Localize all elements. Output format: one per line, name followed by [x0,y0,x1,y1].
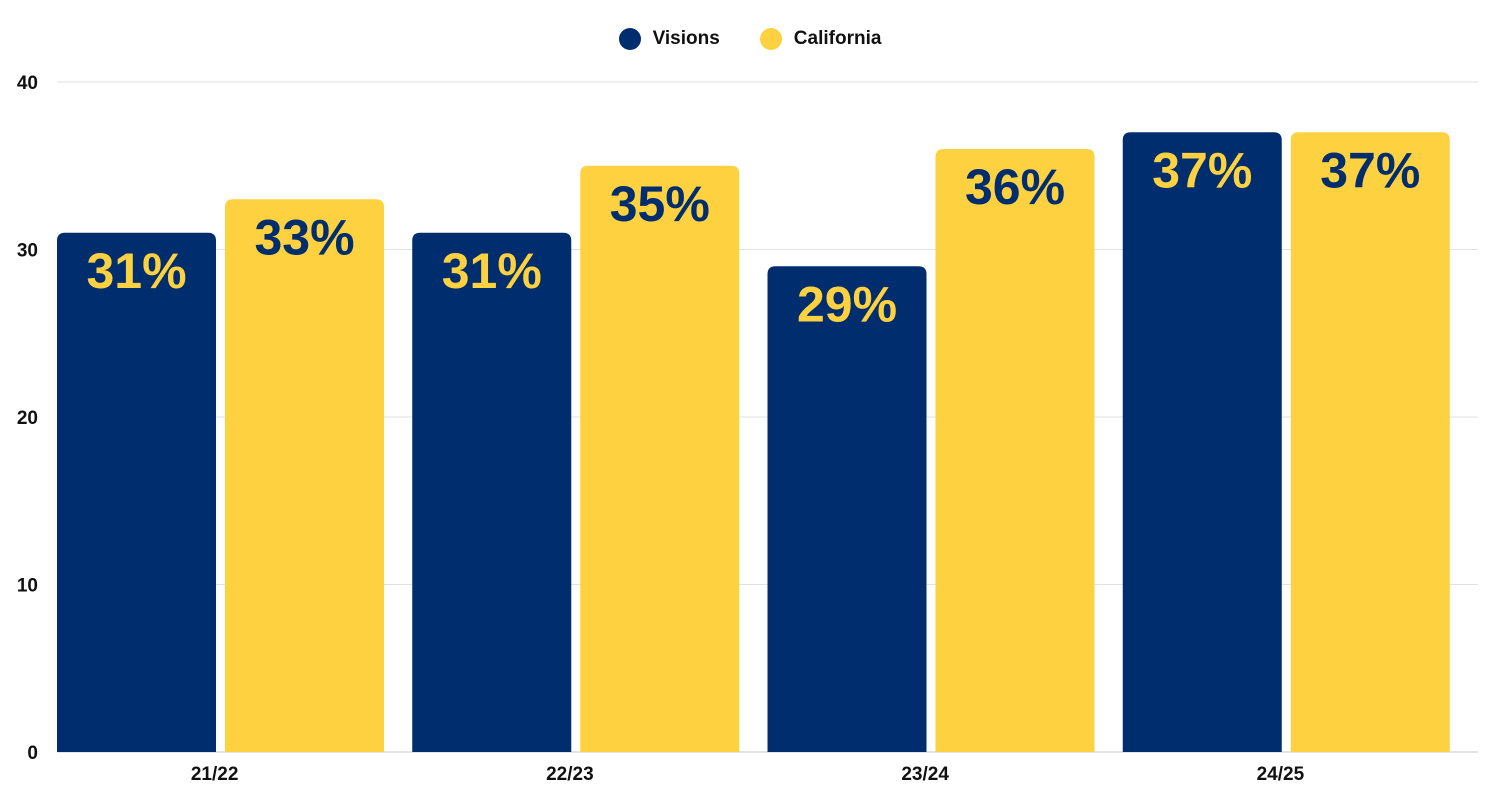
legend-swatch-visions [618,28,641,50]
data-label-visions-23-24: 29% [797,276,897,332]
bar-visions-23-24 [767,266,927,752]
legend-item-visions[interactable]: Visions [618,28,720,50]
x-tick-label-21-22: 21/22 [191,764,239,785]
bar-california-21-22 [225,199,384,752]
bar-visions-24-25 [1122,132,1282,752]
legend-item-california[interactable]: California [759,28,882,50]
legend-swatch-california [759,28,782,50]
legend-label-california: California [793,28,882,49]
data-label-california-21-22: 33% [254,209,354,265]
bar-california-24-25 [1290,132,1450,752]
legend-label-visions: Visions [652,28,720,49]
bar-california-22-23 [580,165,740,752]
x-tick-label-23-24: 23/24 [901,764,949,785]
x-tick-label-24-25: 24/25 [1257,764,1305,785]
y-tick-label-10: 10 [17,576,38,597]
y-tick-label-20: 20 [17,408,38,429]
bar-visions-22-23 [412,232,572,752]
data-label-california-22-23: 35% [610,176,710,232]
data-label-visions-21-22: 31% [86,243,186,299]
y-tick-label-40: 40 [17,73,38,94]
bar-california-23-24 [935,149,1095,752]
data-label-visions-24-25: 37% [1152,142,1252,198]
legend: Visions California [0,28,1500,50]
y-tick-label-30: 30 [17,241,38,262]
data-label-california-23-24: 36% [965,159,1065,215]
y-tick-label-0: 0 [27,743,38,764]
bar-visions-21-22 [57,232,216,752]
x-tick-label-22-23: 22/23 [546,764,594,785]
data-label-visions-22-23: 31% [442,243,542,299]
data-label-california-24-25: 37% [1320,142,1420,198]
